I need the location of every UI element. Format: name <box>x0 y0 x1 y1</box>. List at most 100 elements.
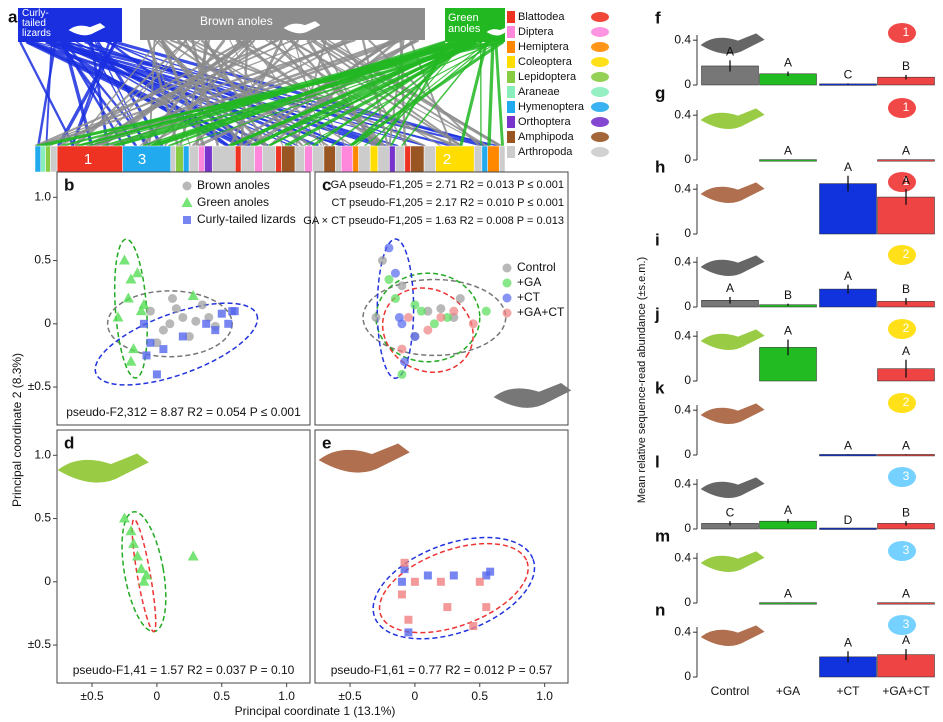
confidence-ellipse <box>378 542 529 634</box>
lizard-icon <box>700 477 765 498</box>
point <box>481 306 491 316</box>
point <box>128 343 140 354</box>
y-tick-label: 1.0 <box>34 447 51 461</box>
point <box>475 577 484 586</box>
point <box>171 304 181 314</box>
y-tick-label: 0.4 <box>674 328 691 342</box>
insect-icon <box>888 172 916 192</box>
legend-swatch <box>507 86 515 98</box>
order-segment <box>323 145 336 173</box>
legend-swatch <box>507 56 515 68</box>
link <box>36 39 317 147</box>
legend-label: Arthropoda <box>518 146 573 158</box>
point <box>404 615 413 624</box>
order-segment <box>188 145 199 173</box>
insect-icon <box>888 245 916 265</box>
order-segment <box>204 145 213 173</box>
legend-label: Blattodea <box>518 11 565 23</box>
lizard-icon <box>283 21 321 34</box>
point <box>125 525 137 536</box>
order-segment <box>34 145 42 173</box>
y-tick-label: 0 <box>684 373 691 387</box>
panel-letter: l <box>655 452 660 471</box>
y-tick-label: 0.5 <box>34 253 51 267</box>
legend-label: +GA+CT <box>517 305 565 319</box>
bar <box>819 454 877 457</box>
point <box>423 306 433 316</box>
point <box>135 305 147 316</box>
icon-label: 1 <box>903 174 910 188</box>
panel-letter: c <box>322 175 331 194</box>
point <box>138 575 150 586</box>
confidence-ellipse <box>131 518 157 633</box>
order-segment <box>389 145 396 173</box>
point <box>204 312 214 322</box>
legend-swatch <box>507 41 515 53</box>
x-tick-label: 0.5 <box>213 689 230 703</box>
insect-icon <box>591 42 609 52</box>
group-box <box>18 8 122 42</box>
point <box>217 309 226 318</box>
x-tick-label: ±0.5 <box>80 689 104 703</box>
point <box>178 332 187 341</box>
order-segment <box>275 145 282 173</box>
point <box>423 325 433 335</box>
significance-letter: B <box>902 505 910 519</box>
panel-letter: f <box>655 8 661 27</box>
y-tick-label: 0 <box>684 669 691 683</box>
order-segment <box>304 145 313 173</box>
y-tick-label: 0.4 <box>674 402 691 416</box>
insect-icon <box>591 57 609 67</box>
link <box>349 40 504 148</box>
point <box>112 311 124 322</box>
point <box>125 355 137 366</box>
point <box>211 326 220 335</box>
icon-label: 2 <box>903 395 910 409</box>
panel-letter: k <box>655 378 665 397</box>
link <box>179 39 211 147</box>
point <box>469 622 478 631</box>
point <box>152 370 161 379</box>
group-label: Curly-tailed lizards <box>22 8 51 39</box>
order-segment <box>281 145 296 173</box>
point <box>146 338 155 347</box>
order-segment <box>404 145 411 173</box>
point <box>125 273 137 284</box>
order-segment <box>211 145 236 173</box>
significance-letter: D <box>844 513 853 527</box>
link <box>459 41 488 147</box>
order-segment <box>175 145 184 173</box>
x-tick-label: 1.0 <box>536 689 553 703</box>
x-tick-label: 0 <box>412 689 419 703</box>
link <box>364 41 492 147</box>
insect-icon <box>888 23 916 43</box>
y-tick-label: ±0.5 <box>28 637 52 651</box>
bar <box>877 602 935 605</box>
x-tick-label: 0.5 <box>471 689 488 703</box>
significance-letter: A <box>844 635 852 649</box>
lizard-icon <box>700 33 765 54</box>
lizard-icon <box>318 443 410 473</box>
annotation: pseudo-F1,41 = 1.57 R2 = 0.037 P = 0.10 <box>73 663 295 677</box>
legend-label: Araneae <box>518 86 560 98</box>
insect-icon <box>888 319 916 339</box>
link <box>204 39 268 147</box>
panel-letter: d <box>64 433 74 452</box>
confidence-ellipse <box>381 287 474 373</box>
order-segment <box>198 145 205 173</box>
x-tick-label: ±0.5 <box>338 689 362 703</box>
y-tick-label: 0.4 <box>674 181 691 195</box>
point <box>449 571 458 580</box>
point <box>131 550 143 561</box>
point <box>158 325 168 335</box>
legend-swatch <box>507 116 515 128</box>
bar <box>759 159 817 162</box>
link <box>494 41 504 147</box>
lizard-icon <box>700 551 765 572</box>
point <box>167 294 177 303</box>
y-tick-label: 0 <box>684 595 691 609</box>
y-tick-label: 0 <box>684 521 691 535</box>
link <box>74 39 188 147</box>
insect-icon <box>888 615 916 635</box>
